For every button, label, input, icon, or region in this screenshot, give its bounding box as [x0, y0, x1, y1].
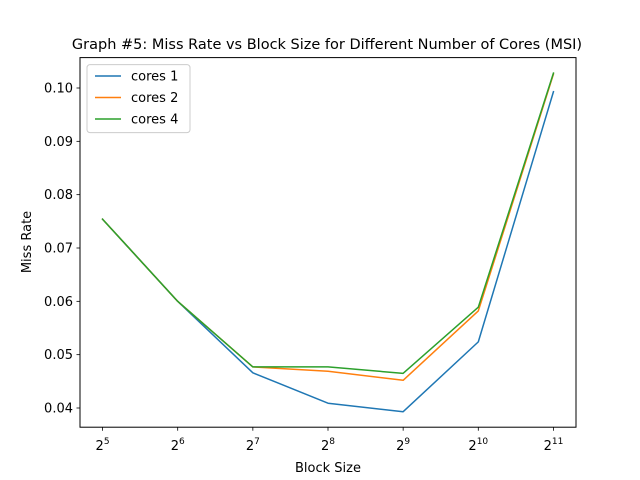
x-tick-label-base: 2 — [321, 439, 329, 454]
x-axis-ticks: 25 26 27 28 29 210 211 — [96, 427, 564, 454]
x-tick-label: 25 — [96, 437, 110, 454]
x-tick-label-exponent: 10 — [477, 437, 489, 447]
y-tick-label: 0.08 — [44, 188, 73, 203]
y-tick-label: 0.09 — [44, 135, 73, 150]
legend-frame — [86, 64, 191, 134]
x-tick-label-exponent: 6 — [179, 437, 185, 447]
series-line-3 — [101, 72, 555, 375]
y-axis-ticks: 0.04 0.05 0.06 0.07 0.08 0.09 0.10 — [44, 82, 80, 417]
x-axis-label: Block Size — [295, 461, 361, 476]
x-tick-label-base: 2 — [544, 439, 552, 454]
y-tick-label: 0.05 — [44, 348, 73, 363]
x-tick-label-exponent: 9 — [404, 437, 410, 447]
x-tick-label: 210 — [468, 437, 488, 454]
x-tick-label-exponent: 11 — [552, 437, 563, 447]
legend-label: cores 1 — [131, 70, 178, 85]
y-axis-label: Miss Rate — [20, 211, 35, 273]
x-tick-label-base: 2 — [96, 439, 104, 454]
series-line-1 — [101, 90, 555, 413]
x-tick-label-base: 2 — [171, 439, 179, 454]
y-tick-label: 0.04 — [44, 402, 73, 417]
x-tick-label: 211 — [544, 437, 564, 454]
legend: cores 1 cores 2 cores 4 — [86, 64, 191, 134]
x-tick-label-exponent: 8 — [329, 437, 335, 447]
y-tick-label: 0.10 — [44, 82, 73, 97]
chart-title: Graph #5: Miss Rate vs Block Size for Di… — [72, 37, 582, 53]
legend-label: cores 4 — [131, 113, 178, 128]
y-tick-label: 0.07 — [44, 242, 73, 257]
x-tick-label-base: 2 — [468, 439, 476, 454]
x-tick-label-exponent: 7 — [254, 437, 260, 447]
plot-lines — [101, 72, 555, 413]
x-tick-label-exponent: 5 — [104, 437, 110, 447]
x-tick-label: 29 — [396, 437, 410, 454]
x-tick-label-base: 2 — [396, 439, 404, 454]
x-tick-label: 28 — [321, 437, 335, 454]
x-tick-label-base: 2 — [246, 439, 254, 454]
y-tick-label: 0.06 — [44, 295, 73, 310]
legend-label: cores 2 — [131, 91, 178, 106]
x-tick-label: 26 — [171, 437, 185, 454]
x-tick-label: 27 — [246, 437, 260, 454]
